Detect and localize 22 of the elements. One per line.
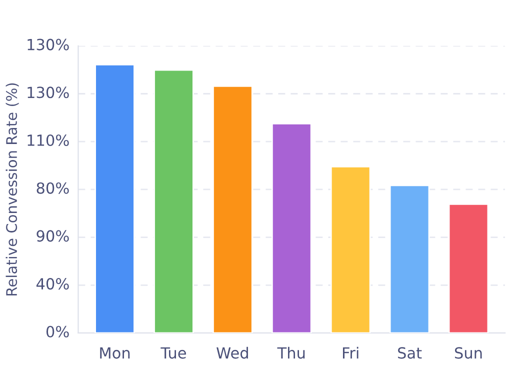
text: 110% xyxy=(28,134,69,146)
x-tick-label: Fri xyxy=(342,346,358,358)
bar xyxy=(330,166,371,333)
x-tick-label: Tue xyxy=(160,347,186,359)
text: 130% xyxy=(28,86,69,98)
bar xyxy=(448,204,489,333)
x-tick-label: Sat xyxy=(398,347,422,359)
x-tick-label: Wed xyxy=(216,346,248,359)
text: 80% xyxy=(36,182,69,194)
bar xyxy=(212,85,253,333)
x-tick-label: Sun xyxy=(454,347,482,359)
bar xyxy=(389,184,430,333)
x-tick-label: Mon xyxy=(100,347,130,359)
text: 40% xyxy=(36,278,69,290)
text: 90% xyxy=(36,230,69,242)
text: 130% xyxy=(28,38,69,50)
bar xyxy=(271,123,312,333)
x-tick-label: Thu xyxy=(277,346,305,359)
text: 0% xyxy=(46,326,69,338)
y-axis-title: Relative Convession Rate (%) xyxy=(6,83,19,296)
bar xyxy=(154,69,194,333)
bar xyxy=(94,64,135,333)
